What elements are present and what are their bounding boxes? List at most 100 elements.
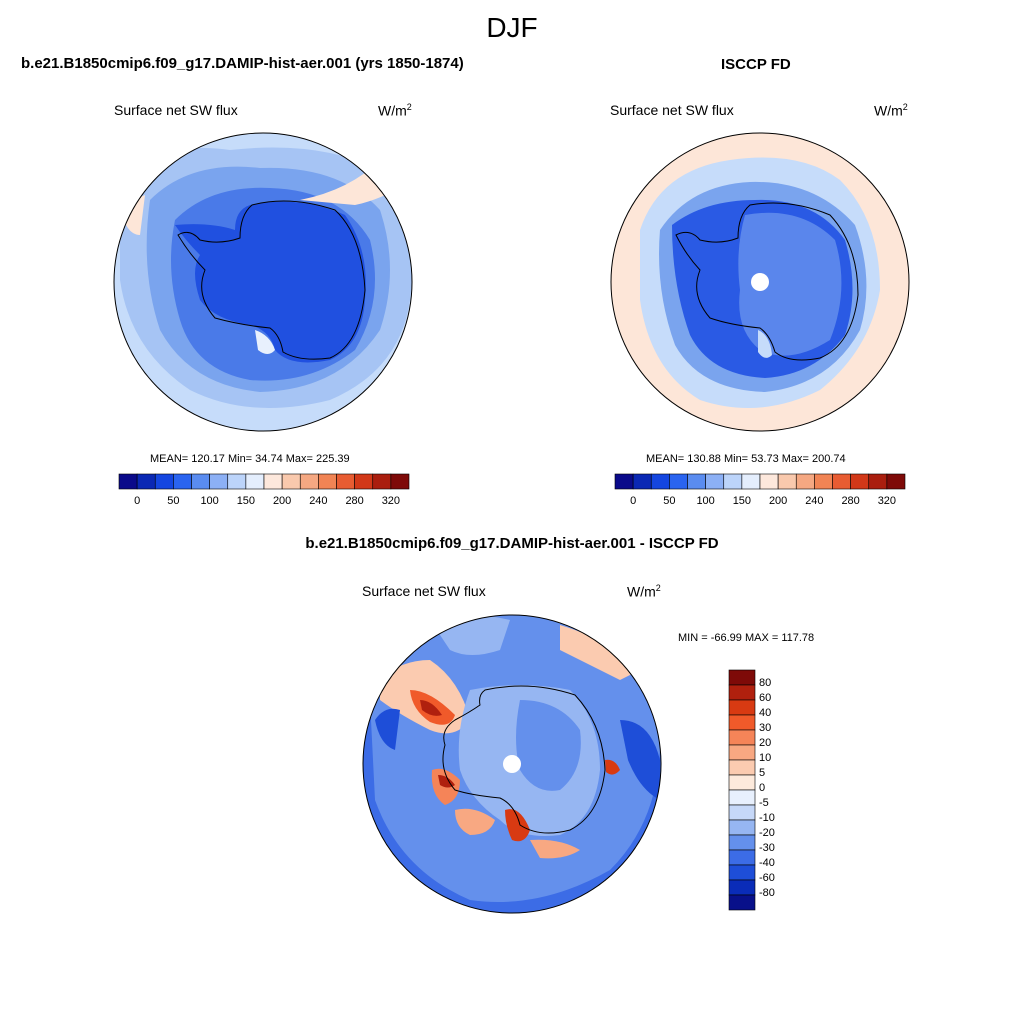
diff-map-border xyxy=(362,614,662,914)
diff-units-label: W/m2 xyxy=(627,583,661,600)
colorbar-tick-label: 150 xyxy=(732,495,752,507)
colorbar-swatch xyxy=(728,669,756,686)
colorbar-swatch xyxy=(728,774,756,791)
colorbar-tick-label: 240 xyxy=(805,495,824,507)
right-stats: MEAN= 130.88 Min= 53.73 Max= 200.74 xyxy=(646,453,846,465)
colorbar-tick-label: 240 xyxy=(309,495,328,507)
left-panel-title: b.e21.B1850cmip6.f09_g17.DAMIP-hist-aer.… xyxy=(21,55,464,72)
right-map-border xyxy=(610,132,910,432)
colorbar-swatch xyxy=(728,789,756,806)
colorbar-swatch xyxy=(650,473,670,490)
colorbar-swatch xyxy=(795,473,815,490)
left-variable-label: Surface net SW flux xyxy=(114,102,238,118)
left-map-border xyxy=(113,132,413,432)
colorbar-swatch xyxy=(728,819,756,836)
colorbar-swatch xyxy=(118,473,138,490)
colorbar-swatch xyxy=(759,473,779,490)
colorbar-swatch xyxy=(632,473,652,490)
colorbar-tick-label: 10 xyxy=(759,752,772,764)
colorbar-tick-label: 320 xyxy=(877,495,897,507)
colorbar-tick-label: 100 xyxy=(696,495,715,507)
colorbar-swatch xyxy=(281,473,301,490)
colorbar-swatch xyxy=(886,473,906,490)
colorbar-tick-label: 50 xyxy=(663,495,676,507)
colorbar-swatch xyxy=(728,864,756,881)
right-variable-label: Surface net SW flux xyxy=(610,102,734,118)
colorbar-tick-label: 150 xyxy=(236,495,256,507)
colorbar-swatch xyxy=(814,473,833,490)
colorbar-tick-label: -10 xyxy=(759,812,775,824)
colorbar-swatch xyxy=(705,473,725,490)
right-colorbar xyxy=(614,473,906,490)
colorbar-swatch xyxy=(728,744,756,761)
colorbar-swatch xyxy=(728,729,756,746)
left-colorbar xyxy=(118,473,410,490)
colorbar-tick-label: -30 xyxy=(759,842,775,854)
colorbar-tick-label: -20 xyxy=(759,827,775,839)
colorbar-swatch xyxy=(687,473,706,490)
colorbar-tick-label: 0 xyxy=(759,782,766,794)
right-units-label: W/m2 xyxy=(874,102,908,119)
colorbar-tick-label: 320 xyxy=(381,495,401,507)
colorbar-swatch xyxy=(850,473,870,490)
left-stats: MEAN= 120.17 Min= 34.74 Max= 225.39 xyxy=(150,453,350,465)
colorbar-tick-label: 60 xyxy=(759,692,772,704)
colorbar-tick-label: 200 xyxy=(272,495,292,507)
colorbar-swatch xyxy=(318,473,337,490)
diff-polar-map xyxy=(363,615,661,913)
colorbar-swatch xyxy=(728,849,756,866)
colorbar-swatch xyxy=(723,473,743,490)
colorbar-tick-label: 0 xyxy=(630,495,637,507)
colorbar-tick-label: 80 xyxy=(759,677,772,689)
right-panel-title: ISCCP FD xyxy=(721,56,791,73)
colorbar-swatch xyxy=(354,473,374,490)
colorbar-swatch xyxy=(728,714,756,731)
colorbar-swatch xyxy=(390,473,410,490)
colorbar-swatch xyxy=(372,473,392,490)
diff-panel-title: b.e21.B1850cmip6.f09_g17.DAMIP-hist-aer.… xyxy=(305,535,719,552)
colorbar-swatch xyxy=(245,473,265,490)
colorbar-swatch xyxy=(728,699,756,716)
colorbar-tick-label: -80 xyxy=(759,887,775,899)
colorbar-tick-label: -60 xyxy=(759,872,775,884)
right-polar-map xyxy=(611,133,909,431)
colorbar-swatch xyxy=(728,804,756,821)
colorbar-swatch xyxy=(728,834,756,851)
colorbar-tick-label: 0 xyxy=(134,495,141,507)
colorbar-tick-label: -5 xyxy=(759,797,769,809)
colorbar-swatch xyxy=(209,473,229,490)
left-units-label: W/m2 xyxy=(378,102,412,119)
colorbar-swatch xyxy=(299,473,319,490)
colorbar-swatch xyxy=(227,473,247,490)
colorbar-swatch xyxy=(191,473,210,490)
diff-variable-label: Surface net SW flux xyxy=(362,583,486,599)
colorbar-swatch xyxy=(669,473,688,490)
colorbar-swatch xyxy=(614,473,634,490)
diff-stats: MIN = -66.99 MAX = 117.78 xyxy=(678,632,815,644)
colorbar-tick-label: -40 xyxy=(759,857,775,869)
colorbar-swatch xyxy=(173,473,192,490)
colorbar-tick-label: 200 xyxy=(768,495,788,507)
colorbar-tick-label: 50 xyxy=(167,495,180,507)
colorbar-swatch xyxy=(868,473,888,490)
colorbar-tick-label: 30 xyxy=(759,722,772,734)
figure-title: DJF xyxy=(486,12,538,43)
colorbar-swatch xyxy=(728,894,756,911)
colorbar-tick-label: 100 xyxy=(200,495,219,507)
colorbar-swatch xyxy=(728,684,756,701)
colorbar-tick-label: 280 xyxy=(841,495,860,507)
diff-colorbar xyxy=(728,669,756,911)
colorbar-tick-label: 20 xyxy=(759,737,772,749)
colorbar-swatch xyxy=(832,473,851,490)
colorbar-swatch xyxy=(336,473,355,490)
colorbar-swatch xyxy=(741,473,761,490)
colorbar-tick-label: 40 xyxy=(759,707,772,719)
colorbar-swatch xyxy=(728,879,756,896)
left-polar-map xyxy=(114,133,412,431)
colorbar-swatch xyxy=(136,473,156,490)
colorbar-tick-label: 5 xyxy=(759,767,766,779)
colorbar-swatch xyxy=(728,759,756,776)
colorbar-swatch xyxy=(263,473,283,490)
colorbar-swatch xyxy=(154,473,174,490)
